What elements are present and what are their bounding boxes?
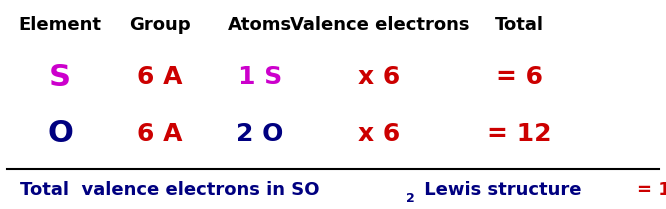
Text: 6 A: 6 A — [137, 122, 182, 146]
Text: 6 A: 6 A — [137, 65, 182, 89]
Text: 1 S: 1 S — [238, 65, 282, 89]
Text: 2: 2 — [406, 192, 415, 205]
Text: Valence electrons: Valence electrons — [290, 16, 470, 34]
Text: = 6: = 6 — [496, 65, 543, 89]
Text: Total: Total — [495, 16, 544, 34]
Text: Element: Element — [19, 16, 101, 34]
Text: 2 O: 2 O — [236, 122, 284, 146]
Text: Group: Group — [129, 16, 190, 34]
Text: Total  valence electrons in SO: Total valence electrons in SO — [20, 181, 320, 199]
Text: = 12: = 12 — [488, 122, 551, 146]
Text: S: S — [49, 63, 71, 92]
Text: x 6: x 6 — [358, 122, 401, 146]
Text: O: O — [47, 119, 73, 148]
Text: x 6: x 6 — [358, 65, 401, 89]
Text: Lewis structure: Lewis structure — [418, 181, 587, 199]
Text: Atoms: Atoms — [228, 16, 292, 34]
Text: = 18 electrons: = 18 electrons — [637, 181, 666, 199]
